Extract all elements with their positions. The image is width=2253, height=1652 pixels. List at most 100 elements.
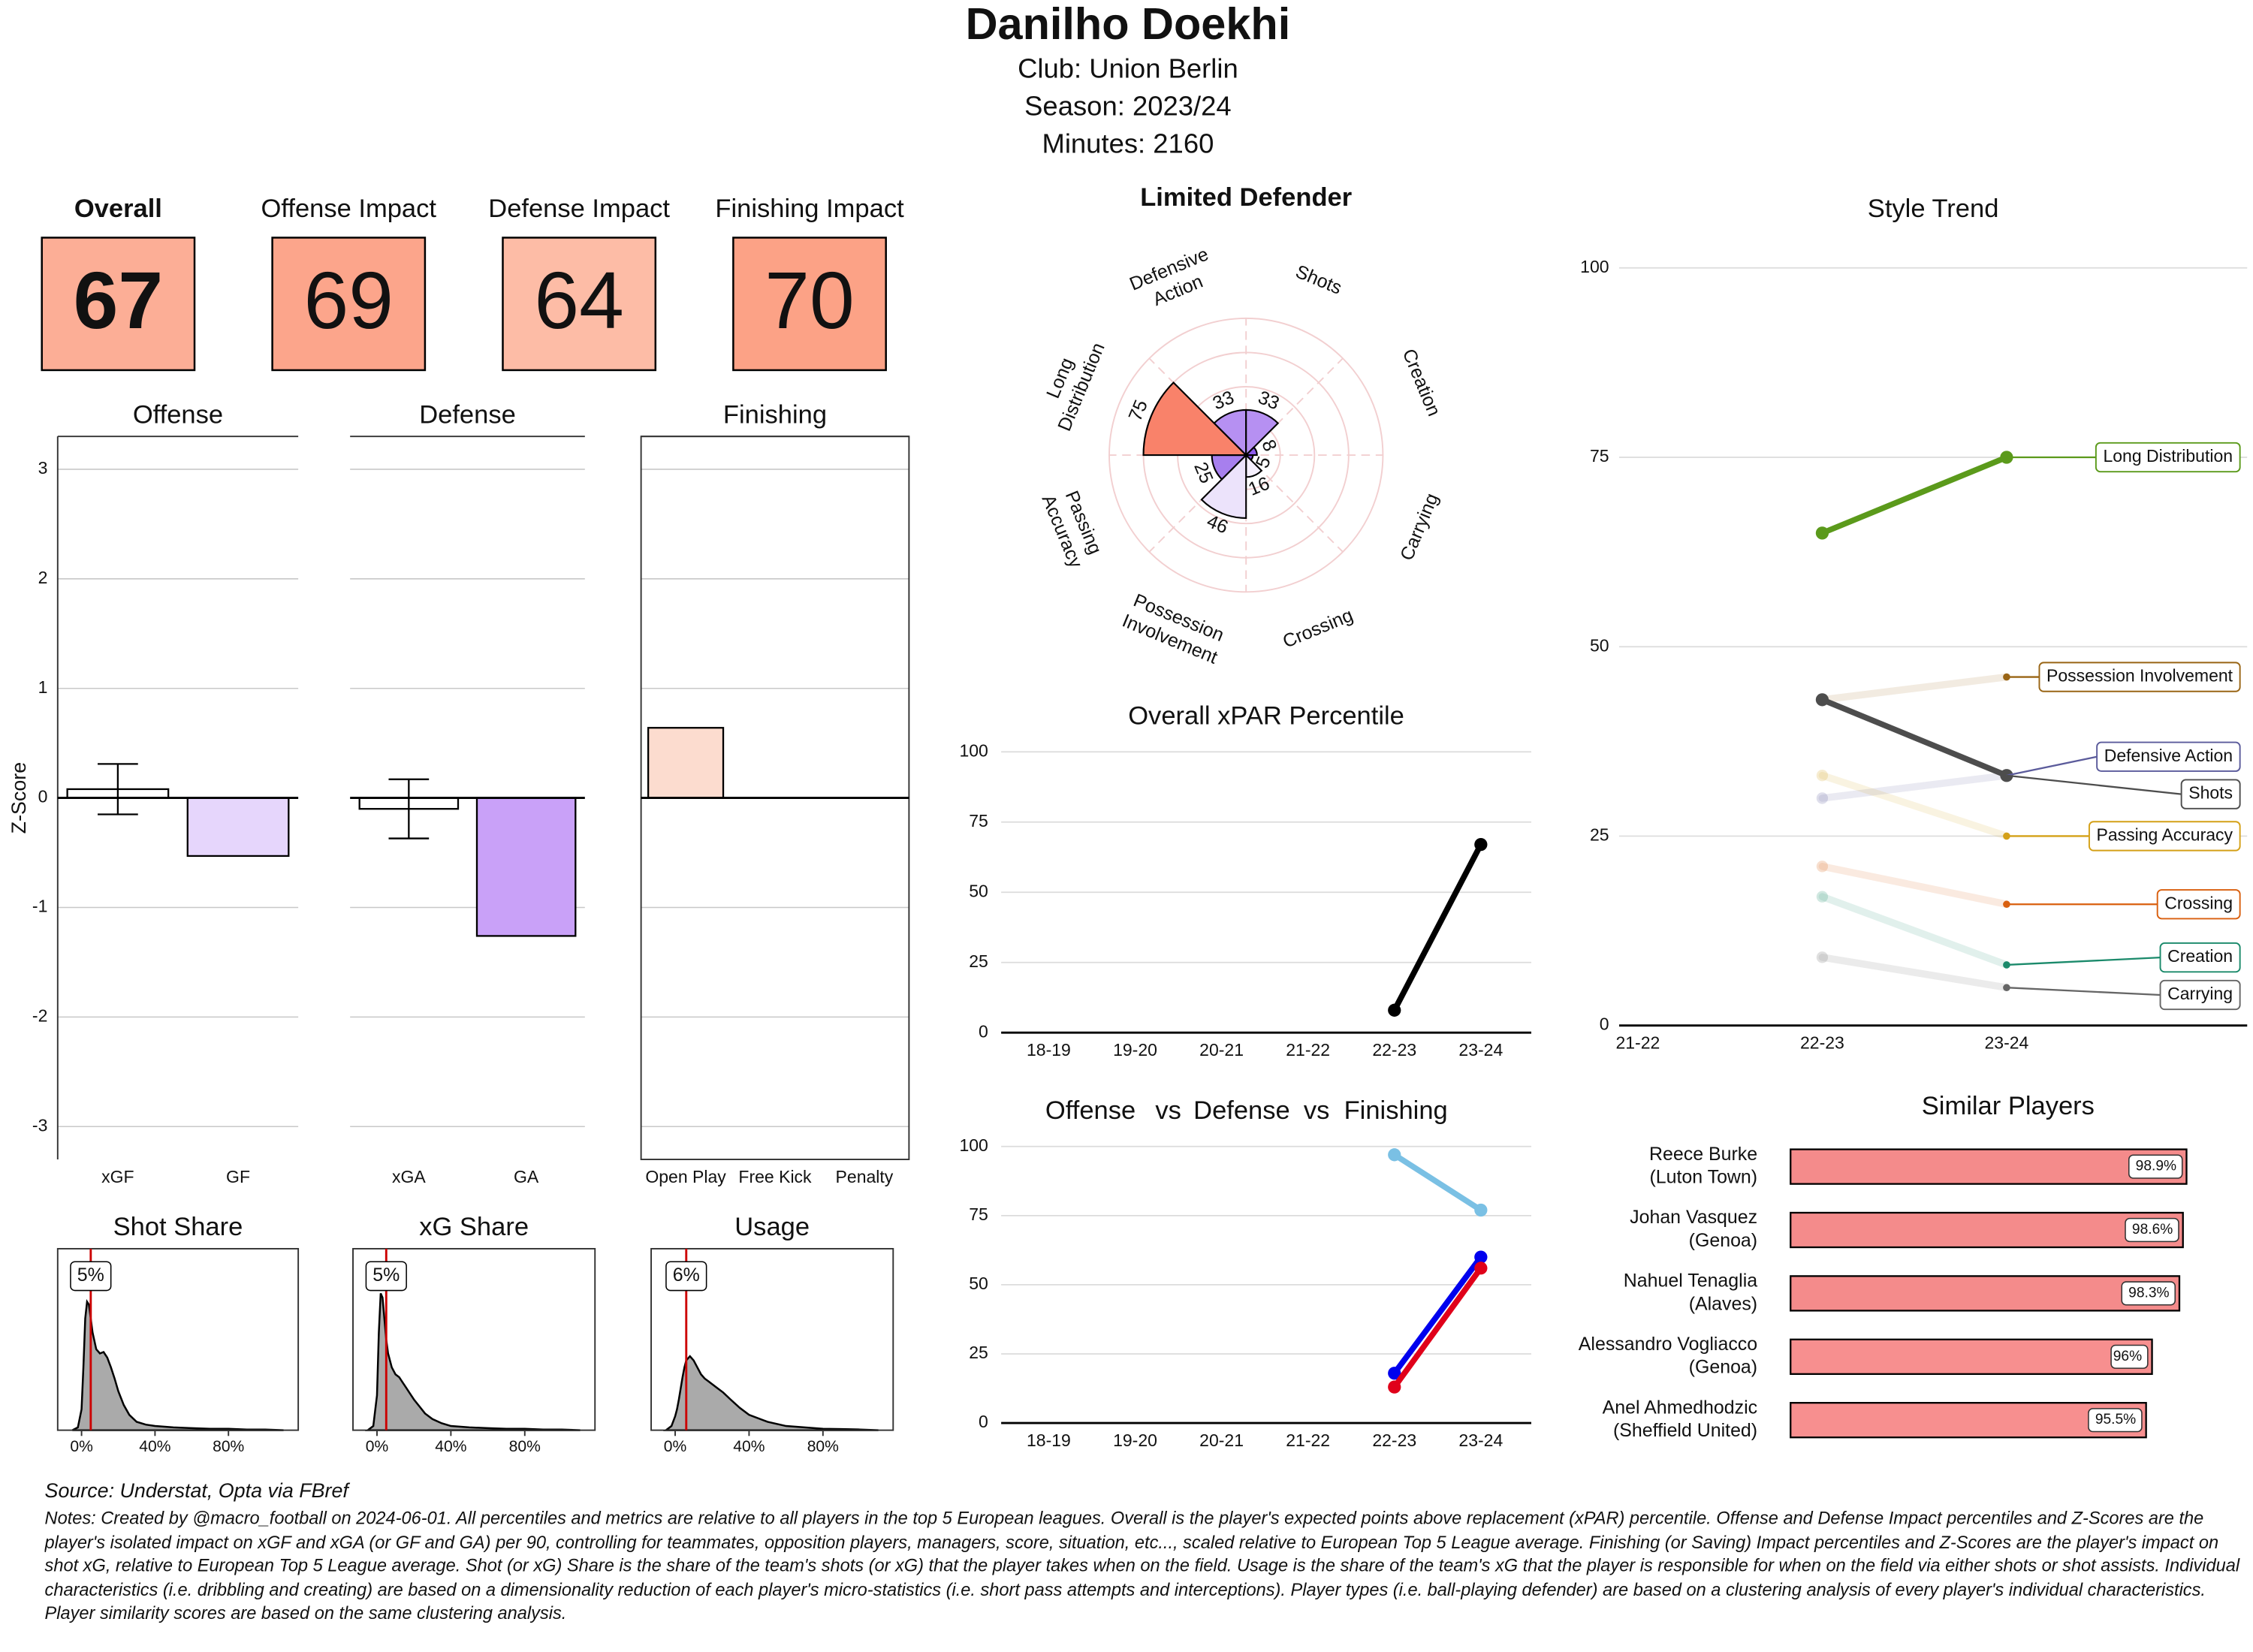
value-label: 33 [1255, 387, 1282, 414]
value-label: 33 [1210, 387, 1237, 414]
series-point [1816, 951, 1829, 963]
value-label: 98.9% [2136, 1159, 2176, 1174]
polar-bar [1200, 453, 1247, 519]
end-label-box [2088, 821, 2241, 852]
series-point [1815, 693, 1829, 707]
bar [186, 797, 290, 858]
y-axis-label: Z-Score [8, 762, 30, 834]
player-name-label: Johan Vasquez [1630, 1207, 1757, 1228]
panel-title: Finishing [723, 400, 827, 429]
spoke [1245, 454, 1344, 553]
x-tick-label: Free Kick [738, 1167, 812, 1186]
header-line: Season: 2023/24 [1024, 90, 1232, 121]
series-point [1816, 891, 1829, 903]
series-line [1818, 771, 2010, 840]
end-label-box [2180, 779, 2241, 809]
bar [1790, 1211, 2184, 1249]
y-tick-label: 25 [969, 951, 988, 971]
density-area [663, 1355, 879, 1431]
end-label-box [2156, 889, 2241, 920]
x-tick-label: 0% [70, 1438, 92, 1455]
end-label-box [2096, 741, 2241, 772]
player-name-label: (Alaves) [1689, 1293, 1757, 1314]
category-label: Creation [1398, 346, 1445, 420]
polar-bar [1244, 446, 1258, 457]
value-label: 98.6% [2132, 1222, 2173, 1237]
series-point [1388, 1148, 1401, 1162]
bar [475, 797, 577, 937]
value-label: 75 [1124, 396, 1151, 424]
value-label-box [2088, 1408, 2143, 1433]
x-tick-label: 0% [664, 1438, 686, 1455]
panel-frame [352, 1247, 596, 1431]
bar [1790, 1275, 2181, 1312]
header-line: Minutes: 2160 [1042, 128, 1214, 158]
title-series-name: Offense [1045, 1096, 1136, 1125]
panel-title: Usage [734, 1213, 810, 1241]
x-tick-label: xGA [392, 1167, 426, 1186]
scorecard-box [502, 237, 657, 372]
value-label: 96% [2113, 1349, 2142, 1364]
x-tick-label: 22-23 [1372, 1430, 1416, 1450]
series-point [1474, 1250, 1488, 1264]
player-name: Danilho Doekhi [966, 0, 1291, 49]
value-label-box [2125, 1217, 2179, 1243]
x-tick-label: 20-21 [1199, 1040, 1244, 1060]
polar-bar [1142, 381, 1248, 457]
title-separator: vs [1155, 1096, 1181, 1125]
category-label: Carrying [1396, 490, 1443, 564]
x-tick-label: 22-23 [1800, 1033, 1844, 1053]
y-tick-label: 50 [969, 1274, 988, 1293]
series-line [1818, 673, 2010, 704]
y-tick-label: 50 [969, 881, 988, 900]
y-tick-label: 0 [979, 1412, 988, 1431]
x-tick-label: Open Play [645, 1167, 726, 1186]
series-line [1818, 954, 2010, 991]
scorecard-value: 69 [304, 255, 394, 345]
series-line [1819, 454, 2010, 536]
panel-title: Similar Players [1922, 1092, 2095, 1120]
error-bar [388, 778, 430, 840]
x-tick-label: 21-22 [1286, 1040, 1330, 1060]
series-line [1819, 696, 2010, 779]
x-tick-label: 80% [213, 1438, 244, 1455]
x-tick-label: Penalty [836, 1167, 894, 1186]
player-name-label: (Luton Town) [1649, 1167, 1757, 1188]
x-tick-label: 19-20 [1113, 1430, 1157, 1450]
value-label: 95.5% [2095, 1412, 2136, 1427]
series-point [1474, 1203, 1488, 1217]
player-name-label: Anel Ahmedhodzic [1603, 1397, 1757, 1418]
y-tick-label: 50 [1590, 635, 1609, 655]
x-tick-label: 80% [807, 1438, 839, 1455]
value-label-box [2121, 1281, 2176, 1306]
series-line [1818, 893, 2010, 969]
value-label: 98.3% [2128, 1285, 2169, 1301]
y-tick-label: 0 [1600, 1014, 1609, 1034]
panel-title: Defense [419, 400, 516, 429]
end-label: Shots [2188, 783, 2233, 803]
x-tick-label: 21-22 [1286, 1430, 1330, 1450]
y-tick-label: 3 [38, 458, 48, 478]
scorecard-label: Overall [74, 194, 162, 223]
source: Source: Understat, Opta via FBref [45, 1479, 351, 1502]
scorecard-label: Offense Impact [261, 194, 437, 223]
series-line [1818, 862, 2010, 909]
series-line [1391, 841, 1484, 1014]
y-tick-label: -2 [32, 1005, 47, 1025]
panel-frame [56, 1247, 300, 1431]
y-tick-label: 0 [38, 787, 48, 806]
panel-frame [650, 1247, 894, 1431]
marker-label-box [665, 1261, 707, 1292]
series-line [1391, 1151, 1484, 1213]
x-tick-label: 23-24 [1458, 1040, 1503, 1060]
scorecard-label: Defense Impact [488, 194, 670, 223]
panel-title: Offense [133, 400, 223, 429]
end-label-box [2095, 442, 2241, 473]
scorecard-box [732, 237, 887, 372]
x-tick-label: 23-24 [1458, 1430, 1503, 1450]
notes: Notes: Created by @macro_football on 202… [44, 1508, 2240, 1624]
x-tick-label: 19-20 [1113, 1040, 1157, 1060]
end-label: Carrying [2167, 984, 2233, 1003]
bar [647, 727, 725, 799]
chart-title: Overall xPAR Percentile [1128, 701, 1404, 730]
